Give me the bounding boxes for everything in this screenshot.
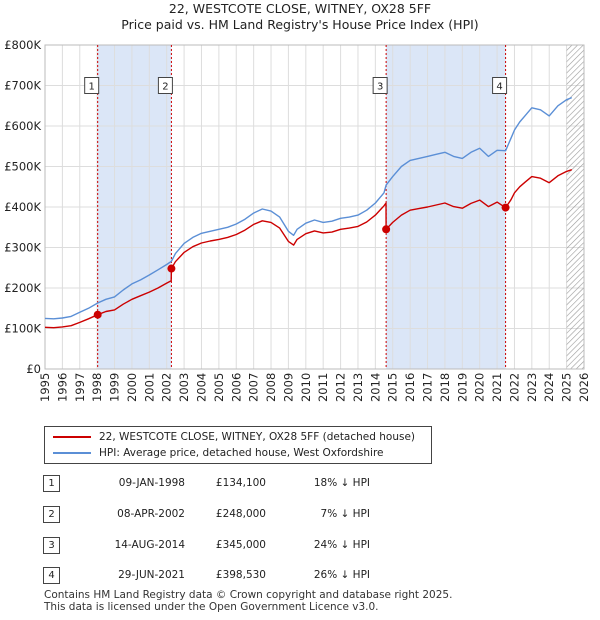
sale-price: £398,530 (215, 569, 266, 581)
sale-hpi-delta: 26% ↓ HPI (313, 569, 370, 581)
legend-item-property: 22, WESTCOTE CLOSE, WITNEY, OX28 5FF (de… (53, 429, 415, 445)
sale-price: £134,100 (215, 477, 266, 489)
sale-date: 09-JAN-1998 (118, 477, 185, 489)
y-tick-label: £700K (4, 79, 41, 93)
sale-marker-box (372, 77, 388, 94)
x-tick-label: 2024 (542, 373, 556, 402)
x-tick-label: 2015 (386, 373, 400, 402)
sale-price: £345,000 (215, 539, 266, 551)
x-tick-label: 2010 (299, 373, 313, 402)
sale-hpi-delta: 24% ↓ HPI (313, 539, 370, 551)
x-tick-label: 2002 (160, 373, 174, 402)
plot-frame (44, 44, 585, 370)
legend-item-hpi: HPI: Average price, detached house, West… (53, 445, 384, 461)
sale-point (501, 203, 510, 212)
legend-swatch-property (53, 436, 91, 438)
y-tick-label: £300K (4, 241, 41, 255)
sale-hpi-delta: 18% ↓ HPI (313, 477, 370, 489)
y-tick-label: £100K (4, 322, 41, 336)
sale-marker-box (157, 77, 173, 94)
x-tick-label: 2005 (212, 373, 226, 402)
sale-number: 3 (43, 537, 60, 554)
chart-title: 22, WESTCOTE CLOSE, WITNEY, OX28 5FF (168, 1, 432, 16)
sale-date: 14-AUG-2014 (114, 539, 185, 551)
y-tick-label: £500K (4, 160, 41, 174)
x-tick-label: 2021 (490, 373, 504, 402)
sale-number: 4 (43, 567, 60, 584)
price-chart: 1 2 3 4 £0 £100K £200K £300K £400K £500K £600K £700… (4, 38, 591, 402)
x-tick-label: 1999 (108, 373, 122, 402)
x-tick-label: 2018 (438, 373, 452, 402)
x-tick-label: 2020 (473, 373, 487, 402)
chart-legend: 22, WESTCOTE CLOSE, WITNEY, OX28 5FF (de… (44, 426, 432, 464)
x-tick-label: 2012 (334, 373, 348, 402)
series-line-property (44, 169, 573, 329)
x-tick-label: 2022 (507, 373, 521, 402)
sale-date: 08-APR-2002 (117, 508, 185, 520)
x-tick-label: 1996 (55, 373, 69, 402)
sale-price: £248,000 (215, 508, 266, 520)
x-tick-label: 2023 (525, 373, 539, 402)
x-tick-label: 1998 (90, 373, 104, 402)
x-tick-label: 2025 (560, 373, 574, 402)
x-tick-label: 2019 (455, 373, 469, 402)
series-line-hpi (44, 96, 573, 320)
sale-point (167, 264, 176, 273)
y-tick-label: £800K (4, 38, 41, 52)
x-tick-label: 2011 (316, 373, 330, 402)
x-tick-label: 2016 (403, 373, 417, 402)
sale-row: 3 14-AUG-2014 £345,000 24% ↓ HPI (0, 536, 600, 556)
y-tick-label: £600K (4, 119, 41, 133)
x-tick-label: 2013 (351, 373, 365, 402)
forecast-hatch (566, 45, 584, 369)
sale-number: 1 (43, 475, 60, 492)
sale-row: 1 09-JAN-1998 £134,100 18% ↓ HPI (0, 474, 600, 494)
x-tick-label: 1997 (73, 373, 87, 402)
footer-copyright: Contains HM Land Registry data © Crown c… (44, 589, 453, 601)
sale-marker-label: 3 (377, 82, 383, 93)
sale-date: 29-JUN-2021 (118, 569, 185, 581)
sale-marker-label: 4 (496, 82, 502, 93)
sale-row: 4 29-JUN-2021 £398,530 26% ↓ HPI (0, 566, 600, 586)
y-tick-label: £0 (26, 362, 41, 376)
x-tick-label: 2003 (177, 373, 191, 402)
x-tick-label: 2009 (281, 373, 295, 402)
sale-point (93, 310, 102, 319)
legend-swatch-hpi (53, 452, 91, 454)
legend-label-hpi: HPI: Average price, detached house, West… (99, 447, 384, 459)
x-tick-label: 2026 (577, 373, 591, 402)
sale-marker-label: 1 (88, 82, 94, 93)
x-tick-label: 1995 (38, 373, 52, 402)
x-tick-label: 2001 (142, 373, 156, 402)
chart-subtitle: Price paid vs. HM Land Registry's House … (121, 17, 479, 32)
x-tick-label: 2007 (247, 373, 261, 402)
sale-row: 2 08-APR-2002 £248,000 7% ↓ HPI (0, 505, 600, 525)
sale-marker-label: 2 (162, 82, 168, 93)
sale-marker-box (492, 77, 508, 94)
x-tick-label: 2000 (125, 373, 139, 402)
y-tick-label: £200K (4, 281, 41, 295)
footer-licence: This data is licensed under the Open Gov… (44, 601, 379, 613)
sale-marker-box (84, 77, 100, 94)
sale-hpi-delta: 7% ↓ HPI (320, 508, 370, 520)
sale-point (382, 225, 391, 234)
x-tick-label: 2004 (194, 373, 208, 402)
sale-number: 2 (43, 506, 60, 523)
legend-label-property: 22, WESTCOTE CLOSE, WITNEY, OX28 5FF (de… (99, 431, 416, 443)
x-tick-label: 2008 (264, 373, 278, 402)
x-tick-label: 2017 (421, 373, 435, 402)
x-tick-label: 2014 (368, 373, 382, 402)
y-tick-label: £400K (4, 200, 41, 214)
x-tick-label: 2006 (229, 373, 243, 402)
